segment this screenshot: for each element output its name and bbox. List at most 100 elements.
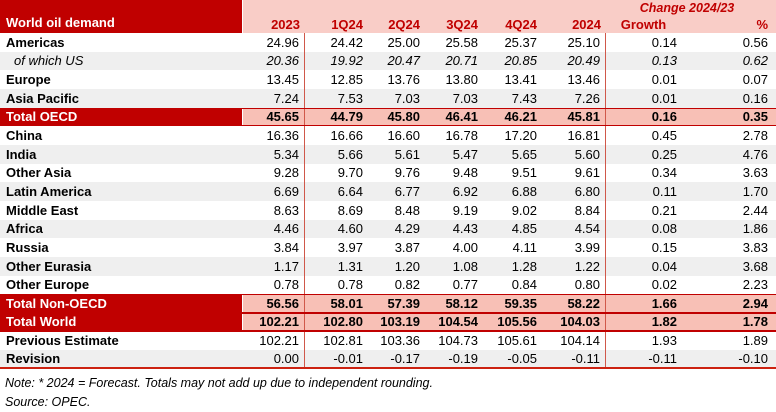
cell-2q24: 45.80 [368,108,425,126]
cell-growth: 0.11 [652,184,677,200]
table-row: Total World 102.21 102.80 103.19 104.54 105.5… [0,312,776,332]
cell-2q24: 0.82 [394,277,420,293]
cell-1q24: 7.53 [337,90,363,106]
cell-1q24: 0.78 [337,277,363,293]
note-text: Note: * 2024 = Forecast. Totals may not … [5,375,433,390]
col-header-2024: 2024 [572,17,601,32]
cell-2024: 16.81 [542,126,606,145]
cell-3q24: 104.54 [425,313,483,330]
cell-2024: 104.14 [542,331,606,351]
table-title-cell: World oil demand [0,0,243,33]
cell-3q24: 4.00 [452,240,478,256]
cell-3q24: 4.43 [452,221,478,237]
cell-2023: 13.45 [243,70,305,89]
cell-2q24: 25.00 [387,34,420,50]
cell-2023: 9.28 [243,163,305,183]
cell-2024: 58.22 [542,295,606,312]
cell-2023: 102.21 [243,331,305,351]
cell-1q24: 16.66 [330,128,363,144]
cell-2q24: -0.17 [390,350,420,366]
cell-3q24: 0.77 [452,277,478,293]
row-label: Total Non-OECD [0,295,243,312]
col-header-2q24: 2Q24 [388,17,420,32]
cell-percent: 1.86 [742,221,768,237]
cell-percent: 2.94 [681,295,776,312]
cell-growth: 0.15 [651,240,677,256]
row-label: Other Eurasia [6,258,92,274]
cell-percent: 3.68 [742,258,768,274]
col-header-3q24: 3Q24 [446,17,478,32]
row-label: Americas [6,34,65,50]
cell-growth: 0.14 [651,34,677,50]
cell-3q24: -0.19 [448,350,478,366]
cell-2q24: 5.61 [394,146,420,162]
cell-4q24: 105.56 [483,313,542,330]
cell-2024: 5.60 [542,144,606,164]
cell-growth: 0.02 [651,277,677,293]
cell-percent: 3.83 [742,240,768,256]
cell-2023: 5.34 [243,144,305,164]
cell-1q24: -0.01 [333,350,363,366]
row-label: of which US [14,53,84,69]
change-band: Change 2024/23 [243,0,776,16]
cell-3q24: 46.41 [425,108,483,126]
row-label: Latin America [6,184,92,200]
footnotes: Note: * 2024 = Forecast. Totals may not … [0,369,776,412]
cell-2024: 20.49 [542,51,606,71]
cell-2023: 0.00 [243,350,305,367]
cell-3q24: 104.73 [438,333,478,349]
cell-percent: 1.78 [681,313,776,330]
cell-percent: 0.62 [742,53,768,69]
table-row: Other Europe 0.78 0.78 0.82 0.77 0.84 0.80 0.02… [0,275,776,295]
cell-1q24: 8.69 [337,202,363,218]
cell-2q24: 9.76 [394,165,420,181]
col-header-growth: Growth [620,17,667,32]
row-label: Other Asia [6,165,72,181]
table-row: India 5.34 5.66 5.61 5.47 5.65 5.60 0.25 4.76 [0,144,776,164]
row-label: Other Europe [6,277,90,293]
col-header-4q24: 4Q24 [505,17,537,32]
cell-2023: 0.78 [243,275,305,295]
cell-4q24: 9.51 [511,165,537,181]
cell-3q24: 25.58 [445,34,478,50]
cell-1q24: 1.31 [337,258,363,274]
cell-growth: 0.16 [606,108,681,126]
cell-growth: 0.08 [651,221,677,237]
cell-3q24: 7.03 [452,90,478,106]
cell-2023: 24.96 [243,33,305,52]
cell-3q24: 16.78 [445,128,478,144]
row-label: Previous Estimate [6,333,119,349]
cell-1q24: 3.97 [337,240,363,256]
cell-growth: -0.11 [648,350,677,366]
table-row: Americas 24.96 24.42 25.00 25.58 25.37 25.10 0.… [0,33,776,52]
column-headers: 2023 1Q24 2Q24 3Q24 4Q24 2024 Growth % [243,16,776,33]
cell-2023: 8.63 [243,200,305,220]
cell-growth: 0.13 [651,53,677,69]
cell-percent: 0.07 [742,72,768,88]
table-row: of which US 20.36 19.92 20.47 20.71 20.85 20.4… [0,51,776,71]
cell-2024: 3.99 [542,238,606,257]
cell-percent: 0.16 [742,90,768,106]
cell-percent: 4.76 [742,146,768,162]
cell-3q24: 6.92 [452,184,478,200]
row-label: Middle East [6,202,79,218]
cell-2q24: 3.87 [394,240,420,256]
col-header-2023: 2023 [271,17,300,32]
cell-4q24: 5.65 [511,146,537,162]
cell-4q24: 20.85 [504,53,537,69]
table-row: China 16.36 16.66 16.60 16.78 17.20 16.81 0.45 2… [0,126,776,145]
cell-2023: 56.56 [243,295,305,312]
table-title: World oil demand [6,15,115,30]
cell-1q24: 4.60 [337,221,363,237]
cell-2024: 6.80 [542,182,606,201]
cell-percent: 1.89 [742,333,768,349]
cell-4q24: 7.43 [511,90,537,106]
cell-2q24: 57.39 [368,295,425,312]
cell-4q24: 9.02 [511,202,537,218]
cell-3q24: 13.80 [445,72,478,88]
cell-percent: 3.63 [742,165,768,181]
row-label: Total OECD [0,108,243,126]
cell-1q24: 102.80 [305,313,368,330]
cell-2q24: 6.77 [394,184,420,200]
